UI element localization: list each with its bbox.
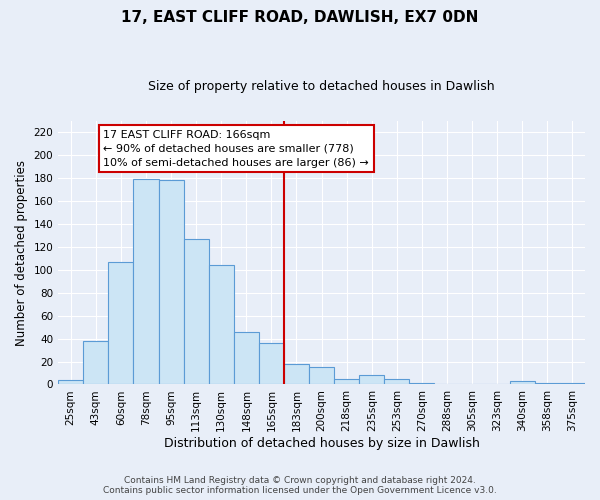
Bar <box>58 380 83 384</box>
X-axis label: Distribution of detached houses by size in Dawlish: Distribution of detached houses by size … <box>164 437 479 450</box>
Bar <box>133 179 158 384</box>
Text: 17 EAST CLIFF ROAD: 166sqm
← 90% of detached houses are smaller (778)
10% of sem: 17 EAST CLIFF ROAD: 166sqm ← 90% of deta… <box>103 130 369 168</box>
Bar <box>259 343 284 384</box>
Bar <box>158 180 184 384</box>
Y-axis label: Number of detached properties: Number of detached properties <box>15 160 28 346</box>
Bar <box>209 265 234 384</box>
Bar <box>234 332 259 384</box>
Bar <box>385 378 409 384</box>
Title: Size of property relative to detached houses in Dawlish: Size of property relative to detached ho… <box>148 80 495 93</box>
Bar <box>359 376 385 384</box>
Bar <box>284 364 309 384</box>
Bar <box>83 341 109 384</box>
Bar <box>109 262 133 384</box>
Text: 17, EAST CLIFF ROAD, DAWLISH, EX7 0DN: 17, EAST CLIFF ROAD, DAWLISH, EX7 0DN <box>121 10 479 25</box>
Bar <box>309 367 334 384</box>
Bar <box>184 238 209 384</box>
Text: Contains HM Land Registry data © Crown copyright and database right 2024.
Contai: Contains HM Land Registry data © Crown c… <box>103 476 497 495</box>
Bar <box>334 378 359 384</box>
Bar <box>510 381 535 384</box>
